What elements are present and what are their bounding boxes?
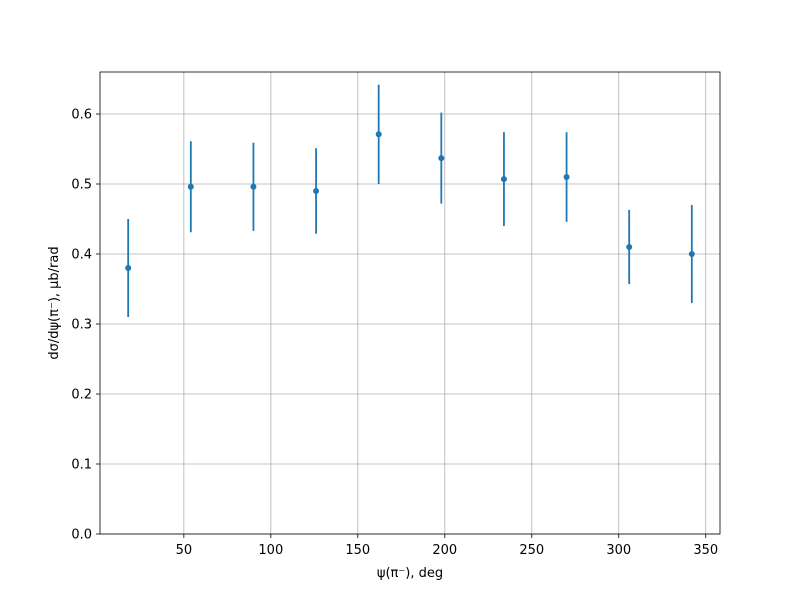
data-point (125, 265, 132, 271)
y-tick-label: 0.0 (71, 528, 92, 543)
data-point (626, 244, 633, 250)
y-tick-label: 0.1 (71, 458, 92, 473)
axes-frame (99, 71, 721, 535)
data-point (250, 183, 257, 190)
x-axis-label: ψ(π⁻), deg (377, 566, 443, 581)
x-tick-label: 200 (432, 543, 457, 558)
plot-data (125, 84, 695, 317)
y-tick-label: 0.5 (71, 178, 92, 193)
x-tick-label: 100 (258, 543, 283, 558)
y-axis-label: dσ/dψ(π⁻), μb/rad (47, 246, 62, 359)
data-point (563, 174, 570, 180)
data-point (438, 155, 445, 162)
data-point (500, 176, 507, 183)
y-tick-label: 0.2 (71, 388, 92, 403)
data-point (187, 183, 194, 190)
grid (100, 72, 720, 535)
x-tick-label: 300 (606, 543, 631, 558)
y-tick-label: 0.3 (71, 318, 92, 333)
data-point (688, 251, 695, 257)
data-point (375, 131, 382, 138)
data-point (313, 188, 320, 194)
y-tick-label: 0.6 (71, 108, 92, 123)
x-tick-label: 350 (693, 543, 718, 558)
x-tick-label: 250 (519, 543, 544, 558)
x-tick-label: 150 (345, 543, 370, 558)
x-tick-label: 50 (176, 543, 193, 558)
y-tick-label: 0.4 (71, 248, 92, 263)
